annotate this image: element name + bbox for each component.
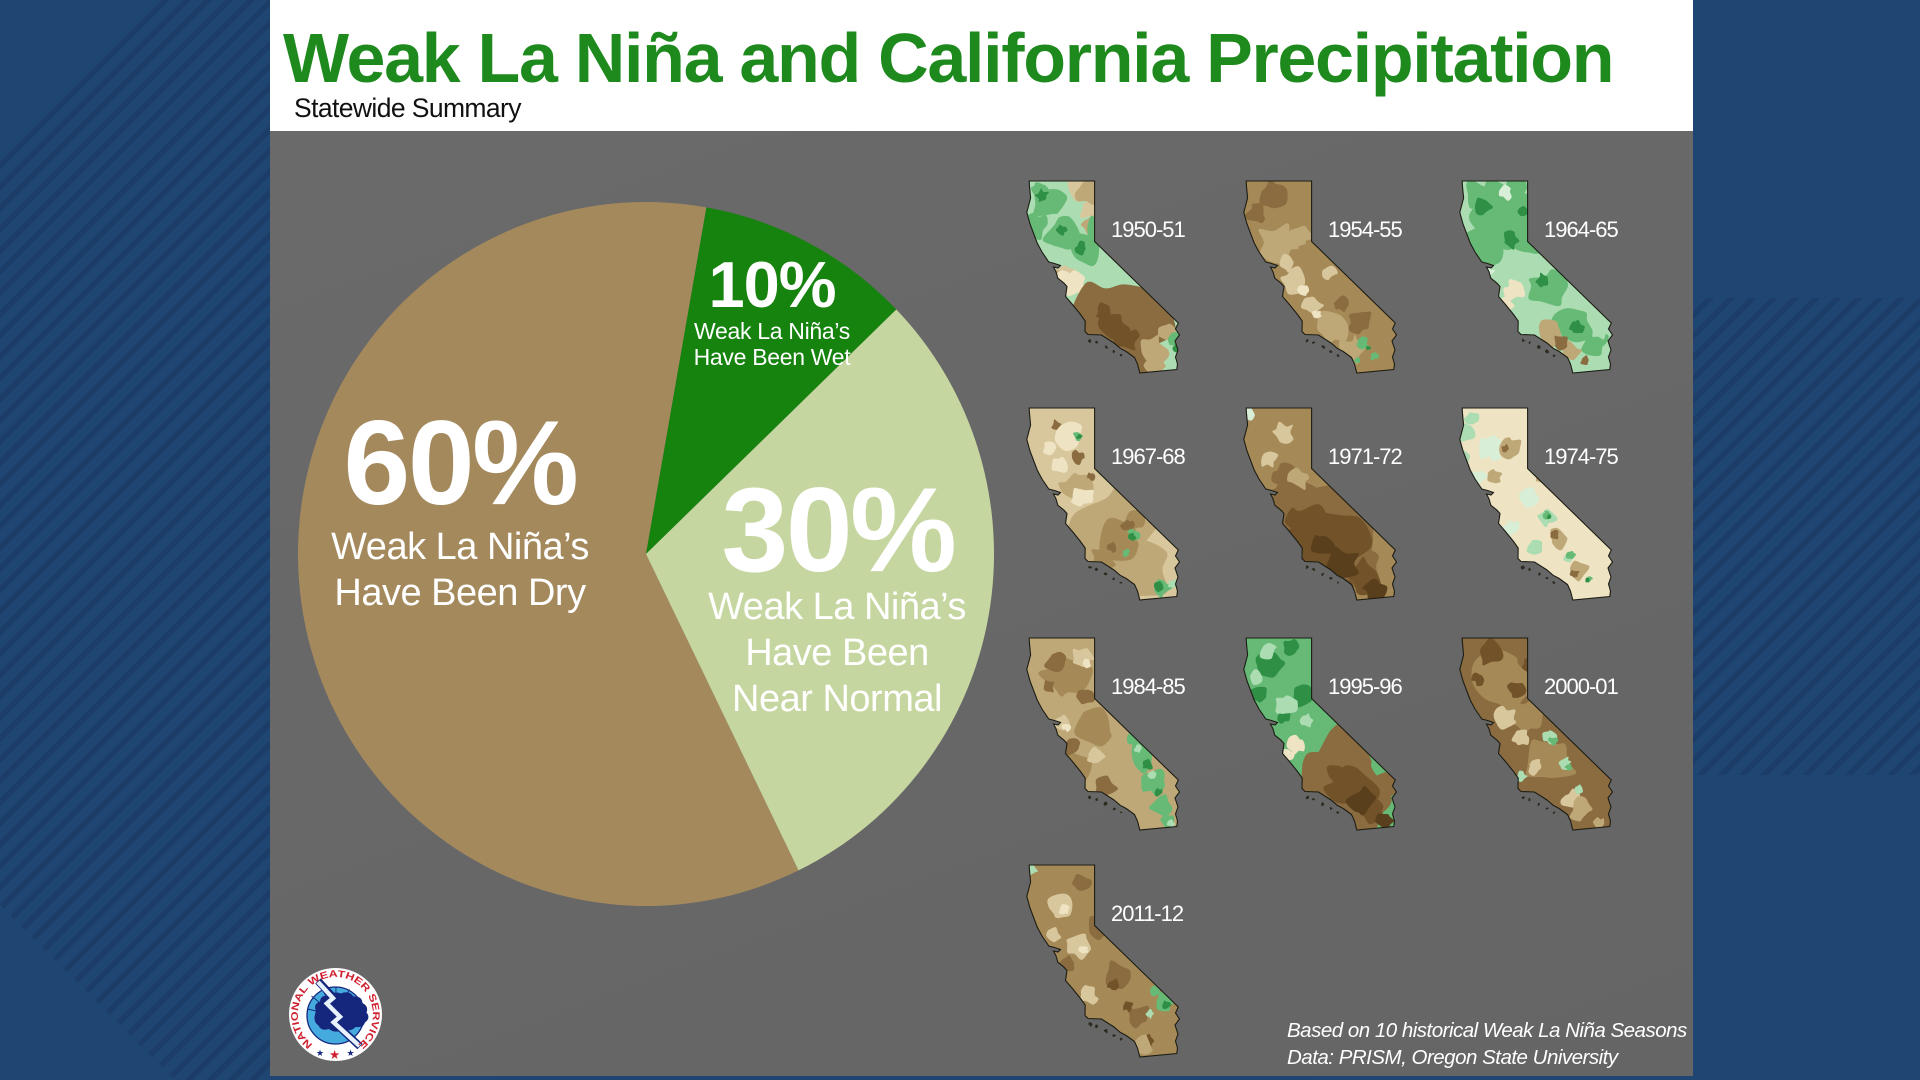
svg-text:★: ★ [316,1048,324,1058]
svg-text:★: ★ [347,1048,355,1058]
svg-text:★: ★ [329,1048,340,1062]
